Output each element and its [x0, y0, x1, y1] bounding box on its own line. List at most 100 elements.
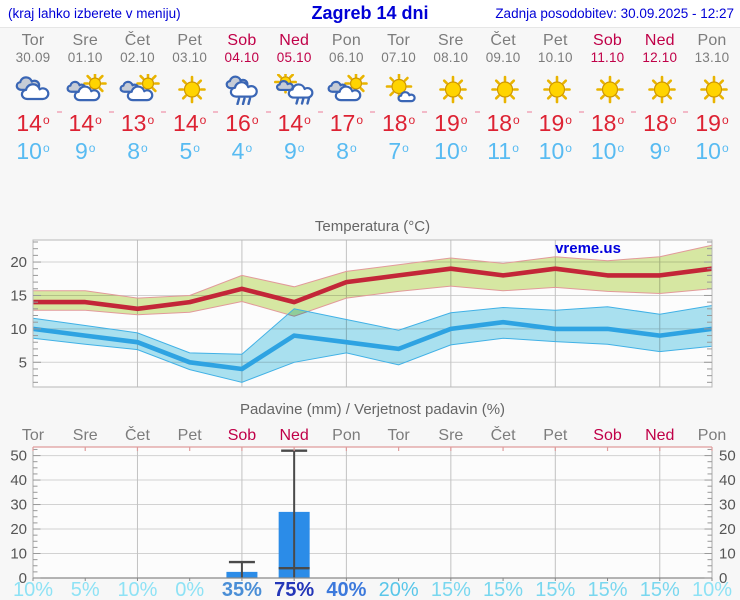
day-column: Ned 05.10 14o 9o — [268, 30, 321, 175]
day-name-label: Čet — [490, 32, 516, 49]
precip-plot-area — [33, 447, 712, 578]
min-temp-label: 10o — [538, 138, 572, 164]
precip-ytick-label-right: 40 — [719, 472, 736, 489]
min-temp-label: 10o — [16, 138, 50, 164]
min-temp-label: 10o — [434, 138, 468, 164]
precip-ytick-label-left: 10 — [10, 546, 27, 563]
day-column: Čet 02.10 13o 8o — [111, 30, 164, 175]
page-title: Zagreb 14 dni — [311, 3, 429, 23]
day-name-label: Pon — [697, 32, 727, 49]
max-temp-label: 19o — [538, 110, 572, 136]
weather-icon-sun-rain — [274, 74, 314, 105]
precip-axes: 0 0 10 10 20 20 30 30 40 40 50 50 — [10, 446, 736, 587]
min-temp-label: 7o — [388, 138, 409, 164]
precip-probability-label: 40% — [326, 579, 366, 600]
max-temp-label: 18o — [643, 110, 677, 136]
day-name-label: Pet — [177, 32, 202, 49]
weather-icon-sunny — [177, 75, 206, 104]
day-name-label: Pon — [331, 32, 361, 49]
day-column: Čet 09.10 18o 11o — [477, 30, 530, 175]
min-temp-label: 4o — [231, 138, 253, 164]
temperature-chart: 5 10 15 20 Temperatura (°C) vreme.us — [10, 218, 713, 388]
max-temp-line — [33, 266, 713, 312]
min-temp-label: 9o — [649, 138, 671, 164]
precip-ytick-label-left: 30 — [10, 497, 27, 514]
precip-ytick-label-right: 0 — [719, 570, 727, 587]
day-column: Pon 06.10 17o 8o — [320, 30, 373, 175]
page-header: (kraj lahko izberete v meniju) Zagreb 14… — [0, 0, 740, 28]
menu-hint-note: (kraj lahko izberete v meniju) — [8, 6, 181, 21]
day-date-label: 10.10 — [537, 50, 573, 65]
min-temp-label: 9o — [283, 138, 305, 164]
precip-ytick-label-left: 20 — [10, 521, 27, 538]
band-edge — [33, 244, 713, 299]
min-temp-label: 8o — [127, 138, 148, 164]
min-temp-label: 9o — [74, 138, 96, 164]
day-date-label: 06.10 — [328, 50, 364, 65]
temp-ytick-label: 15 — [10, 287, 27, 304]
band-edge — [32, 305, 713, 355]
max-temp-label: 14o — [68, 110, 102, 136]
min-temp-line — [32, 319, 713, 372]
day-date-label: 13.10 — [694, 50, 730, 65]
precip-day-labels: Tor Sre Čet Pet Sob Ned Pon Tor Sre Čet Pet Sob Ned P… — [22, 425, 726, 444]
precip-day-label: Sre — [73, 427, 98, 444]
precip-ytick-label-left: 0 — [19, 570, 27, 587]
day-date-label: 03.10 — [172, 50, 208, 65]
min-temp-label: 8o — [336, 138, 357, 164]
weather-icon-sunny — [491, 75, 519, 104]
precip-probability-label: 15% — [535, 579, 575, 600]
max-temp-label: 18o — [381, 110, 416, 136]
day-column: Ned 12.10 18o 9o — [633, 30, 686, 175]
precip-ytick-label-left: 50 — [10, 448, 27, 465]
min-temp-label: 10o — [590, 138, 625, 164]
precip-ytick-label-right: 50 — [719, 448, 736, 465]
precip-probability-label: 75% — [274, 579, 314, 600]
day-date-label: 09.10 — [485, 50, 521, 65]
day-name-label: Sre — [72, 32, 98, 49]
day-name-label: Čet — [124, 32, 151, 49]
weather-icon-sun-cloud — [385, 74, 416, 103]
day-column: Pon 13.10 19o 10o — [686, 30, 739, 175]
weather-icon-sunny — [438, 75, 467, 104]
temp-axes: 5 10 15 20 — [10, 239, 713, 388]
weather-icon-rain — [225, 75, 258, 105]
precip-grid — [33, 447, 712, 578]
day-name-label: Sob — [592, 32, 623, 49]
day-date-label: 12.10 — [642, 50, 678, 65]
day-column: Pet 03.10 14o 5o — [163, 30, 216, 175]
vreme-us-link[interactable]: vreme.us — [555, 240, 621, 257]
min-temp-label: 11o — [487, 138, 519, 164]
precip-day-label: Pet — [178, 427, 203, 444]
precip-day-label: Čet — [125, 425, 150, 444]
day-name-label: Sob — [227, 32, 257, 49]
forecast-days-grid: Tor 30.09 14o 10o Sre 01.10 14o 9o Čet 02.10 13o 8o… — [0, 0, 740, 213]
precip-probability-label: 15% — [640, 579, 680, 600]
precip-ytick-label-right: 20 — [719, 521, 736, 538]
day-name-label: Ned — [279, 32, 310, 49]
day-name-label: Sre — [438, 32, 464, 49]
day-separator-tick — [370, 111, 375, 113]
precip-probability-label: 10% — [692, 579, 732, 600]
max-temp-label: 14o — [16, 110, 50, 136]
day-name-label: Ned — [644, 32, 675, 49]
precip-day-label: Pon — [698, 427, 726, 444]
precip-probability-row: 10% 5% 10% 0% 35% 75% 40% 20% 15% 15% 15% 15% 15% 10% — [13, 579, 732, 600]
day-separator-tick — [56, 111, 62, 113]
weather-icon-partly-cloudy — [119, 74, 160, 102]
day-date-label: 05.10 — [276, 50, 312, 65]
precip-day-label: Sre — [438, 427, 463, 444]
weather-icon-cloudy — [15, 76, 50, 101]
precip-whisker — [228, 560, 255, 578]
max-temp-label: 19o — [434, 110, 468, 136]
precip-day-label: Čet — [491, 425, 516, 444]
day-date-label: 02.10 — [120, 50, 155, 65]
precipitation-chart: Padavine (mm) / Verjetnost padavin (%) To… — [10, 401, 736, 600]
precip-probability-label: 20% — [379, 579, 419, 600]
day-name-label: Tor — [21, 32, 45, 49]
precip-ytick-label-left: 40 — [10, 472, 27, 489]
temp-ytick-label: 5 — [19, 354, 27, 371]
max-temp-label: 18o — [590, 110, 625, 136]
day-column: Tor 07.10 18o 7o — [372, 30, 425, 175]
